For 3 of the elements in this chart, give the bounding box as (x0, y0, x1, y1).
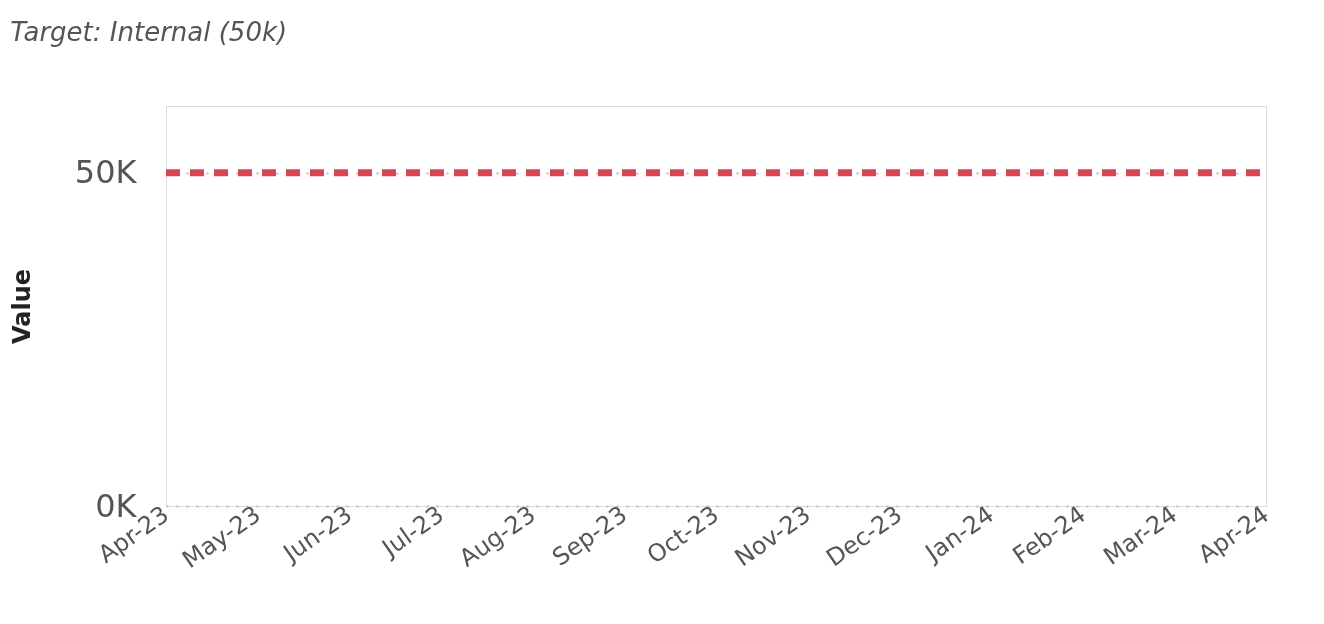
y-axis-title: Value (7, 268, 36, 345)
chart-title: Target: Internal (50k) (10, 17, 288, 47)
y-tick-label: 50K (74, 153, 138, 192)
